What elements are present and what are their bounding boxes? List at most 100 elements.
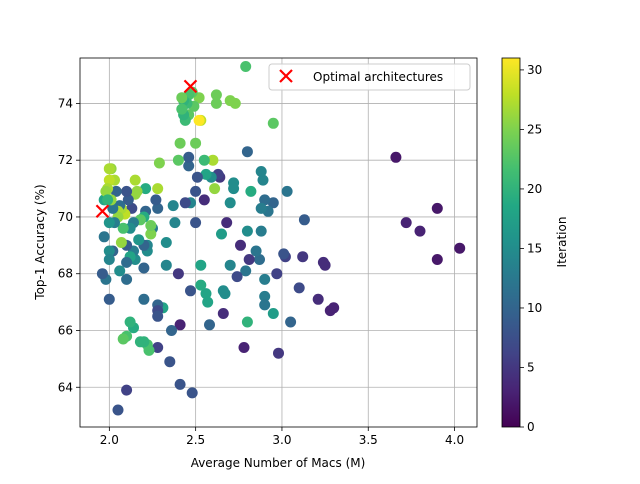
data-point <box>160 259 172 271</box>
data-point <box>100 185 112 197</box>
data-point <box>129 174 141 186</box>
data-point <box>164 356 176 368</box>
data-point <box>216 228 227 240</box>
data-point <box>172 154 184 166</box>
data-point <box>150 194 162 206</box>
data-point <box>183 151 195 163</box>
data-point <box>114 265 126 277</box>
data-point <box>317 256 329 268</box>
y-tick-label: 70 <box>58 210 73 224</box>
data-point <box>240 265 252 277</box>
data-point <box>217 285 229 297</box>
data-point <box>259 290 271 302</box>
data-point <box>241 225 253 237</box>
data-point <box>255 202 267 214</box>
data-point <box>238 342 250 353</box>
data-point <box>138 293 150 305</box>
data-point <box>241 146 253 158</box>
colorbar-tick-label: 0 <box>527 420 535 434</box>
data-point <box>255 166 267 177</box>
data-point <box>117 333 129 345</box>
data-point <box>121 256 133 268</box>
scatter-points <box>96 61 466 416</box>
data-point <box>250 245 262 257</box>
plot-frame <box>79 57 478 428</box>
data-point <box>98 231 110 243</box>
data-point <box>176 92 188 104</box>
data-point <box>133 234 145 246</box>
data-point <box>138 262 150 274</box>
data-point <box>102 194 114 206</box>
data-point <box>293 282 305 294</box>
data-point <box>115 237 127 248</box>
data-point <box>103 293 115 305</box>
y-tick-label: 64 <box>58 380 73 394</box>
data-point <box>174 319 186 331</box>
colorbar-tick-label: 5 <box>527 360 535 374</box>
data-point <box>255 225 267 237</box>
colorbar-ticks: 0 5 10 15 20 25 30 <box>520 63 542 434</box>
data-point <box>198 194 210 206</box>
colorbar-tick-label: 30 <box>527 63 542 77</box>
data-point <box>124 316 136 328</box>
data-point <box>174 378 186 390</box>
data-point <box>191 171 203 183</box>
x-axis-ticks: 2.0 2.5 3.0 3.5 4.0 <box>100 427 464 447</box>
data-point <box>179 197 191 209</box>
data-point <box>297 251 309 263</box>
data-point <box>134 336 146 348</box>
y-tick-label: 74 <box>58 96 73 110</box>
data-point <box>169 217 181 229</box>
legend-x-marker-icon <box>279 69 293 83</box>
data-point <box>152 183 164 195</box>
data-point <box>217 308 229 319</box>
data-point <box>198 154 210 166</box>
data-point <box>224 197 236 209</box>
data-point <box>257 174 269 186</box>
data-point <box>166 325 177 336</box>
data-point <box>140 183 152 195</box>
legend-label: Optimal architectures <box>313 70 443 84</box>
data-point <box>202 296 214 308</box>
data-point <box>183 160 195 172</box>
data-point <box>267 117 279 129</box>
data-point <box>145 220 157 231</box>
data-point <box>267 197 279 209</box>
data-point <box>103 174 115 186</box>
data-point <box>241 316 253 328</box>
data-point <box>240 61 252 72</box>
data-point <box>186 387 198 399</box>
data-point <box>107 202 119 214</box>
y-tick-label: 66 <box>58 323 73 337</box>
data-point <box>400 217 412 229</box>
data-point <box>152 310 164 322</box>
legend: Optimal architectures <box>268 63 471 91</box>
data-point <box>152 342 164 353</box>
data-point <box>267 308 279 319</box>
data-point <box>273 347 284 359</box>
data-point <box>110 185 122 197</box>
data-point <box>259 194 271 206</box>
x-tick-label: 3.5 <box>359 433 378 447</box>
data-point <box>285 316 297 328</box>
data-point <box>281 185 293 197</box>
data-point <box>117 222 129 234</box>
data-point <box>228 183 240 195</box>
colorbar <box>501 57 521 428</box>
x-tick-label: 2.5 <box>186 433 205 447</box>
data-point <box>172 268 184 280</box>
data-point <box>190 217 202 229</box>
data-point <box>103 217 115 229</box>
data-point <box>210 97 222 109</box>
optimal-architecture-marker <box>95 204 110 219</box>
data-point <box>190 185 202 197</box>
data-point <box>259 299 271 311</box>
data-point <box>414 225 426 237</box>
data-point <box>174 137 186 149</box>
data-point <box>204 319 215 331</box>
x-tick-label: 2.0 <box>100 433 119 447</box>
data-point <box>200 168 212 180</box>
data-point <box>176 103 188 115</box>
data-point <box>112 404 124 416</box>
